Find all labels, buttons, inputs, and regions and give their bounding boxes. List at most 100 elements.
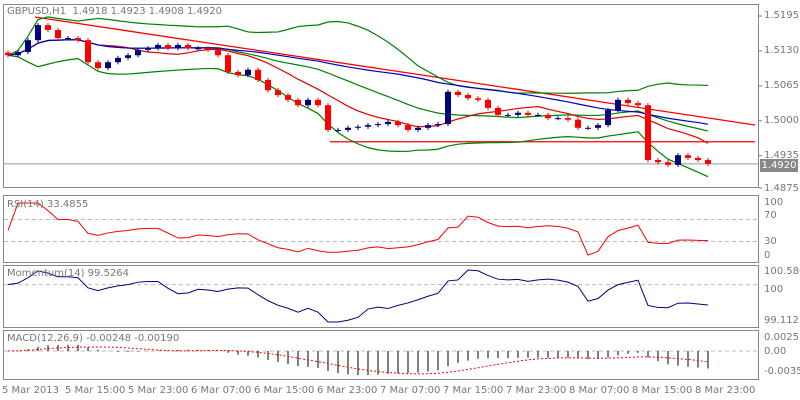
time-axis-label: 7 Mar 07:00 [380,385,441,396]
candle-body [205,48,211,50]
candle-body [665,162,671,165]
candle-body [375,124,381,126]
time-axis-label: 5 Mar 15:00 [65,385,126,396]
candle-body [675,155,681,165]
candle-body [415,127,421,130]
momentum-label: Momentum(14) 99.5264 [7,268,130,279]
candle-body [295,99,301,106]
candle-body [135,49,141,56]
candle-body [145,48,151,50]
candle-body [705,160,711,164]
ohlc-label: 1.4918 1.4923 1.4908 1.4920 [72,6,222,17]
bollinger-lower [7,54,709,178]
candle-body [595,125,601,128]
price-chart-panel[interactable] [3,4,759,188]
momentum-line [7,269,709,323]
candle-body [115,57,121,63]
candle-body [275,90,281,96]
candle-body [155,45,161,49]
candle-body [105,62,111,69]
price-axis-label: 1.5195 [764,10,799,21]
momentum-axis-label: 100.5807 [764,266,800,277]
candle-body [365,125,371,127]
candle-body [615,99,621,111]
candle-body [35,25,41,41]
macd-label: MACD(12,26,9) -0.00248 -0.00190 [7,333,180,344]
rsi-axis-label: 30 [764,236,777,247]
candle-body [605,110,611,126]
moving-average-slow [7,39,709,125]
candle-body [235,71,241,76]
candle-body [335,129,341,131]
candle-body [485,99,491,108]
candle-body [695,157,701,161]
momentum-axis-label: 100 [764,284,784,295]
candle-body [45,25,51,30]
candle-body [85,40,91,63]
candle-body [15,52,21,56]
momentum-panel[interactable] [3,265,759,328]
candle-body [625,99,631,104]
candle-body [255,69,261,80]
time-axis-label: 7 Mar 23:00 [506,385,567,396]
candle-body [515,112,521,115]
candle-body [175,45,181,49]
candle-body [635,103,641,106]
macd-signal-line [7,346,709,375]
candle-body [95,62,101,69]
candle-body [545,114,551,119]
rsi-axis-label: 70 [764,210,777,221]
candle-body [385,121,391,125]
candle-body [525,112,531,115]
momentum-axis-label: 99.1123 [764,315,800,326]
macd-panel[interactable] [3,330,759,380]
candle-body [345,127,351,130]
candle-body [325,105,331,130]
chart-header: GBPUSD,H1 1.4918 1.4923 1.4908 1.4920 [7,6,222,17]
candle-body [455,91,461,96]
candle-body [55,29,61,39]
candle-body [565,118,571,120]
candle-body [425,125,431,128]
candle-body [555,118,561,120]
time-axis-label: 8 Mar 23:00 [695,385,756,396]
candle-body [215,49,221,56]
candle-body [165,45,171,49]
candle-body [225,55,231,72]
symbol-label: GBPUSD,H1 [7,6,67,17]
moving-average-fast [7,39,709,144]
price-axis-label: 1.4875 [764,183,799,194]
time-axis-label: 7 Mar 15:00 [443,385,504,396]
candle-body [395,121,401,126]
rsi-axis-label: 100 [764,197,784,208]
candle-body [315,99,321,106]
rsi-panel[interactable] [3,195,759,263]
time-axis-label: 5 Mar 23:00 [128,385,189,396]
candle-body [65,38,71,40]
candle-body [355,126,361,128]
candle-body [25,40,31,53]
price-axis-label: 1.5000 [764,115,799,126]
macd-axis-label: -0.00354 [764,366,800,377]
time-axis-label: 6 Mar 07:00 [191,385,252,396]
candle-body [195,48,201,50]
price-axis-label: 1.4935 [764,150,799,161]
candle-body [75,38,81,41]
rsi-line [7,202,709,256]
time-axis-label: 5 Mar 2013 [2,385,60,396]
candle-body [475,98,481,100]
candle-body [585,127,591,129]
candle-body [645,105,651,161]
candle-body [505,114,511,116]
time-axis-label: 8 Mar 07:00 [569,385,630,396]
candle-body [685,155,691,158]
candle-body [575,119,581,128]
candle-body [495,107,501,115]
candle-body [125,55,131,58]
time-axis-label: 6 Mar 23:00 [317,385,378,396]
candle-body [305,99,311,106]
candle-body [465,95,471,99]
macd-axis-label: 0.00 [764,346,787,357]
resistance-trendline [34,16,756,126]
